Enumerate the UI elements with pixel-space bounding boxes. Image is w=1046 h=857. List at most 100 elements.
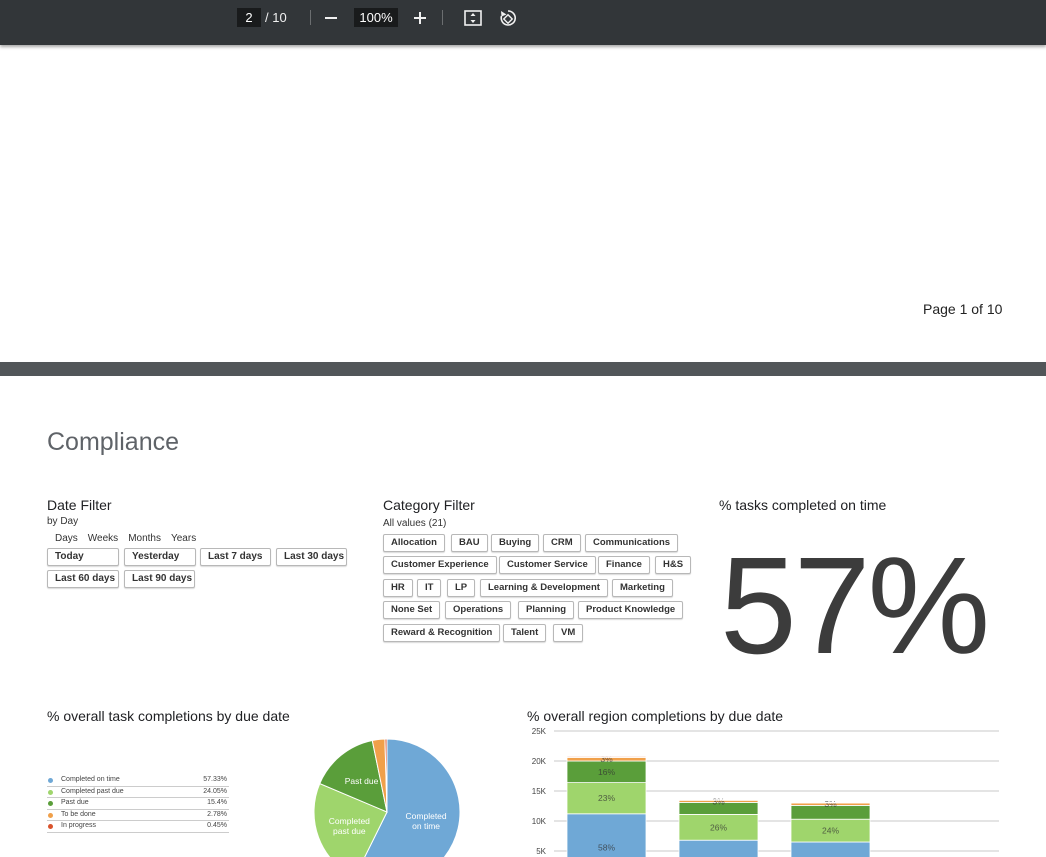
category-filter-title: Category Filter xyxy=(383,497,475,513)
category-chip[interactable]: HR xyxy=(383,579,413,597)
category-chip[interactable]: Learning & Development xyxy=(480,579,608,597)
y-tick-label: 20K xyxy=(532,757,547,766)
date-granularity-tabs: Days Weeks Months Years xyxy=(55,533,196,544)
pdf-page-1: Page 1 of 10 xyxy=(0,45,1046,362)
bar-data-label: 3% xyxy=(824,799,837,809)
category-chip[interactable]: Allocation xyxy=(383,534,445,552)
pie-slice-label: Completed xyxy=(406,811,447,821)
page-footer: Page 1 of 10 xyxy=(923,301,1003,317)
bar-data-label: 26% xyxy=(710,822,727,832)
pie-slice-label: on time xyxy=(412,821,440,831)
bar-segment xyxy=(678,799,759,801)
category-chip[interactable]: LP xyxy=(447,579,476,597)
category-chip[interactable]: Marketing xyxy=(612,579,673,597)
bar-segment xyxy=(790,802,871,804)
rotate-button[interactable] xyxy=(497,7,519,29)
date-option-yesterday[interactable]: Yesterday xyxy=(124,548,196,566)
category-chip[interactable]: Operations xyxy=(445,601,512,619)
tab-months[interactable]: Months xyxy=(128,533,161,544)
category-chip[interactable]: Planning xyxy=(518,601,575,619)
toolbar-divider xyxy=(310,10,311,25)
zoom-level-input[interactable]: 100% xyxy=(354,8,398,27)
bar-segment xyxy=(566,813,647,857)
category-chip[interactable]: None Set xyxy=(383,601,441,619)
y-tick-label: 25K xyxy=(532,727,547,736)
bar-data-label: 58% xyxy=(598,842,615,852)
legend-swatch xyxy=(48,812,53,818)
kpi-title: % tasks completed on time xyxy=(719,497,887,513)
legend-swatch xyxy=(48,824,53,830)
date-option-today[interactable]: Today xyxy=(47,548,119,566)
category-chip[interactable]: BAU xyxy=(451,534,488,552)
fit-page-button[interactable] xyxy=(462,7,484,29)
bar-data-label: 57% xyxy=(710,856,727,857)
tab-years[interactable]: Years xyxy=(170,533,197,544)
category-chip[interactable]: CRM xyxy=(543,534,581,552)
legend-label: In progress xyxy=(61,822,97,830)
category-chip[interactable]: H&S xyxy=(655,556,692,574)
category-chip[interactable]: IT xyxy=(417,579,442,597)
date-option-last-30-days[interactable]: Last 30 days xyxy=(276,548,347,566)
tab-weeks[interactable]: Weeks xyxy=(87,533,119,544)
category-filter-subtitle: All values (21) xyxy=(383,518,447,529)
category-chip[interactable]: Communications xyxy=(585,534,679,552)
date-option-last-7-days[interactable]: Last 7 days xyxy=(200,548,271,566)
legend-label: Completed past due xyxy=(61,787,124,795)
category-chip[interactable]: Product Knowledge xyxy=(578,601,684,619)
bar-data-label: 3% xyxy=(712,796,725,806)
legend-swatch xyxy=(48,801,53,807)
pie-slice xyxy=(319,739,388,813)
category-chip[interactable]: Customer Service xyxy=(499,556,596,574)
category-chip[interactable]: Buying xyxy=(491,534,540,552)
date-filter-title: Date Filter xyxy=(47,497,112,513)
page-total-label: / 10 xyxy=(265,10,287,25)
legend-value: 0.45% xyxy=(207,822,227,830)
zoom-out-button[interactable] xyxy=(320,7,342,29)
legend-value: 2.78% xyxy=(207,810,227,818)
pie-slice-label: Past due xyxy=(345,776,379,786)
pie-slice-label: past due xyxy=(333,826,366,836)
category-chip[interactable]: Talent xyxy=(503,624,547,642)
fit-to-page-icon xyxy=(464,10,482,26)
kpi-value: 57% xyxy=(720,529,990,683)
page-number-input[interactable]: 2 xyxy=(237,8,261,27)
bar-segment xyxy=(678,839,759,857)
stacked-bar-chart: 5K10K15K20K25K58%23%16%3%57%26%3%57%24%3… xyxy=(532,727,999,857)
minus-icon xyxy=(325,17,337,19)
pie-slice xyxy=(313,782,388,857)
pdf-page-2: Compliance Date Filter by Day Days Weeks… xyxy=(0,376,1046,857)
legend-swatch xyxy=(48,789,53,795)
pdf-toolbar: 2 / 10 100% xyxy=(0,0,1046,45)
tab-days[interactable]: Days xyxy=(55,533,78,544)
bar-data-label: 3% xyxy=(600,754,613,764)
category-chip[interactable]: VM xyxy=(553,624,584,642)
legend-item: Past due 15.4% xyxy=(47,798,229,810)
pie-slice-label: Completed xyxy=(329,816,370,826)
pie-slice xyxy=(364,738,461,857)
toolbar-divider xyxy=(442,10,443,25)
bar-segment xyxy=(566,756,647,758)
date-option-last-60-days[interactable]: Last 60 days xyxy=(47,570,119,588)
category-chip[interactable]: Customer Experience xyxy=(383,556,497,574)
category-chip[interactable]: Finance xyxy=(598,556,650,574)
legend-value: 24.05% xyxy=(203,787,227,795)
legend-swatch xyxy=(48,778,53,783)
bar-data-label: 23% xyxy=(598,793,615,803)
y-tick-label: 15K xyxy=(532,787,547,796)
legend-item: Completed on time 57.33% xyxy=(47,775,229,787)
bar-data-label: 16% xyxy=(598,767,615,777)
date-filter-subtitle: by Day xyxy=(47,516,79,527)
legend-value: 57.33% xyxy=(203,776,227,783)
rotate-icon xyxy=(500,10,516,26)
date-option-last-90-days[interactable]: Last 90 days xyxy=(124,570,195,588)
bar-chart-title: % overall region completions by due date xyxy=(527,708,784,724)
legend-label: To be done xyxy=(61,810,96,818)
bar-segment xyxy=(790,841,871,857)
pie-legend: Completed on time 57.33% Completed past du… xyxy=(47,775,229,833)
report-title: Compliance xyxy=(47,428,180,456)
category-chip[interactable]: Reward & Recognition xyxy=(383,624,501,642)
zoom-in-button[interactable] xyxy=(409,7,431,29)
legend-item: To be done 2.78% xyxy=(47,810,229,822)
legend-label: Completed on time xyxy=(61,776,120,783)
